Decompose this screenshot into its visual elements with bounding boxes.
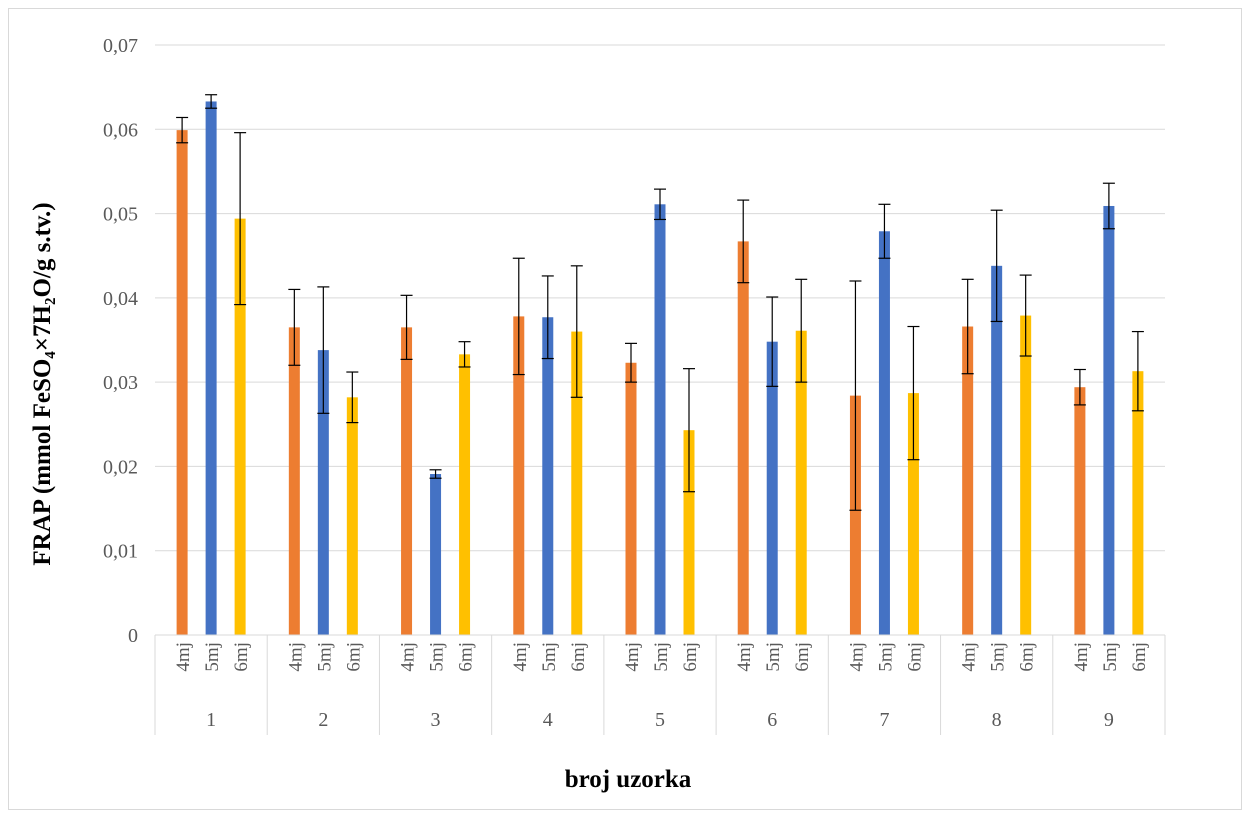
x-subcategory-label: 5mj — [763, 642, 784, 672]
x-subcategory-label: 5mj — [427, 642, 448, 672]
x-subcategory-label: 6mj — [343, 642, 364, 672]
x-group-label: 1 — [206, 709, 216, 731]
x-subcategory-label: 6mj — [1017, 642, 1038, 672]
bar — [878, 231, 890, 635]
x-group-label: 8 — [992, 709, 1002, 731]
x-group-label: 7 — [879, 709, 889, 731]
bar — [795, 330, 807, 635]
x-subcategory-label: 5mj — [875, 642, 896, 672]
bar — [346, 397, 358, 635]
y-tick-label: 0,02 — [103, 456, 138, 478]
x-subcategory-label: 4mj — [622, 642, 643, 672]
x-subcategory-label: 6mj — [904, 642, 925, 672]
bar — [513, 316, 525, 635]
y-tick-label: 0,05 — [103, 204, 138, 226]
y-axis-title: FRAP (mmol FeSO₄×7H₂O/g s.tv.) — [29, 202, 56, 565]
bar — [907, 393, 919, 635]
bar — [542, 317, 554, 635]
bar — [205, 101, 217, 635]
x-axis: 4mj 5mj 6mj 1 4mj 5mj 6mj 2 4mj 5mj 6mj 3 4mj 5mj 6mj 4… — [154, 634, 1166, 735]
x-subcategory-label: 4mj — [846, 642, 867, 672]
y-tick-label: 0,04 — [103, 288, 138, 310]
bar — [317, 350, 329, 635]
x-group-label: 3 — [431, 709, 441, 731]
bar — [849, 395, 861, 635]
bar — [991, 265, 1003, 635]
x-group-label: 2 — [318, 709, 328, 731]
bar — [766, 341, 778, 635]
y-axis-tick-labels: 0 0,01 0,02 0,03 0,04 0,05 0,06 0,07 — [103, 35, 138, 647]
y-tick-label: 0,07 — [103, 35, 138, 57]
bar — [737, 241, 749, 635]
x-subcategory-label: 5mj — [988, 642, 1009, 672]
bar — [234, 218, 246, 635]
x-subcategory-label: 6mj — [456, 642, 477, 672]
x-subcategory-label: 5mj — [651, 642, 672, 672]
x-group-label: 4 — [543, 709, 553, 731]
bar — [625, 362, 637, 635]
bar — [401, 327, 413, 635]
bar — [962, 326, 974, 635]
x-subcategory-label: 6mj — [680, 642, 701, 672]
x-subcategory-label: 4mj — [285, 642, 306, 672]
chart-frame — [8, 8, 1242, 810]
x-group-label: 6 — [767, 709, 777, 731]
x-subcategory-label: 4mj — [1071, 642, 1092, 672]
y-tick-label: 0,03 — [103, 372, 138, 394]
x-subcategory-label: 4mj — [173, 642, 194, 672]
bar — [683, 430, 695, 635]
bar — [654, 204, 666, 636]
x-subcategory-label: 5mj — [539, 642, 560, 672]
x-subcategory-label: 5mj — [202, 642, 223, 672]
x-subcategory-label: 4mj — [959, 642, 980, 672]
x-subcategory-label: 4mj — [398, 642, 419, 672]
error-bars — [176, 94, 1144, 511]
x-subcategory-label: 6mj — [1129, 642, 1150, 672]
x-group-label: 9 — [1104, 709, 1114, 731]
y-tick-label: 0 — [128, 625, 138, 647]
bar — [1103, 205, 1115, 635]
bar — [430, 474, 442, 635]
x-subcategory-label: 6mj — [568, 642, 589, 672]
y-tick-label: 0,01 — [103, 541, 138, 563]
x-subcategory-label: 6mj — [792, 642, 813, 672]
bar — [176, 130, 188, 635]
x-subcategory-label: 6mj — [231, 642, 252, 672]
bar — [459, 354, 471, 635]
x-axis-title: broj uzorka — [565, 766, 692, 793]
bar — [288, 327, 300, 635]
x-subcategory-label: 5mj — [1100, 642, 1121, 672]
x-subcategory-label: 4mj — [510, 642, 531, 672]
bar — [571, 331, 583, 635]
y-tick-label: 0,06 — [103, 119, 138, 141]
bar — [1020, 315, 1032, 635]
x-subcategory-label: 4mj — [734, 642, 755, 672]
x-group-label: 5 — [655, 709, 665, 731]
bar — [1074, 387, 1086, 635]
bars — [176, 101, 1144, 636]
bar — [1132, 371, 1144, 635]
x-subcategory-label: 5mj — [314, 642, 335, 672]
